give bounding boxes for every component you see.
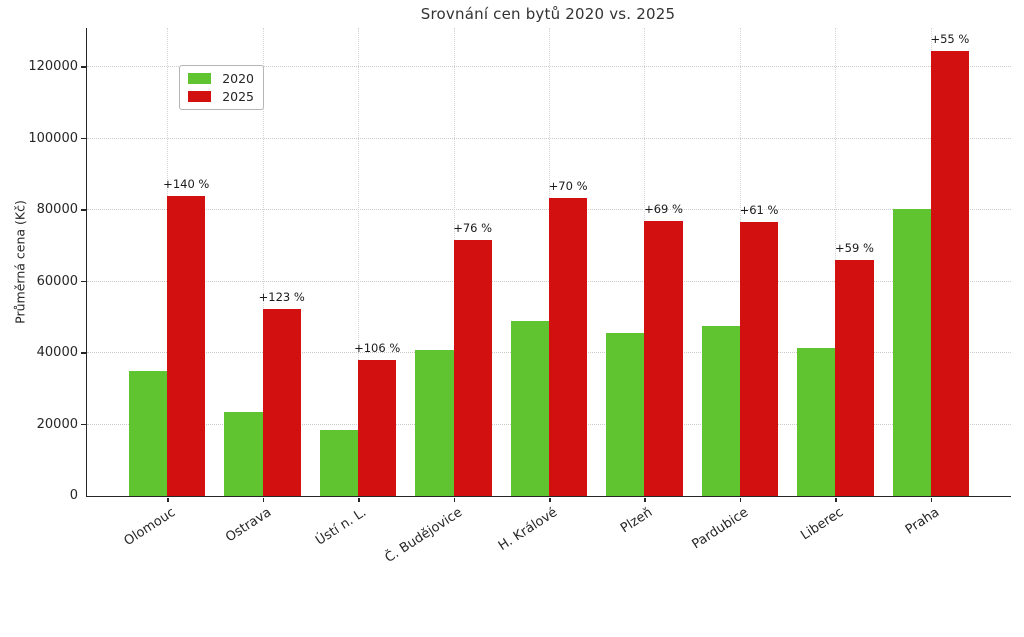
y-tick-mark [81, 423, 86, 426]
bar-2025--bud-jovice [453, 239, 492, 496]
plot-area: 2020 2025 +140 % +123 % +106 % +76 % +70 % +6… [81, 28, 1011, 502]
bar-2025-praha [930, 51, 969, 496]
bar-2020--st-n-l- [319, 429, 359, 496]
y-axis: 0 20000 40000 60000 80000 100000 120000 [6, 28, 78, 503]
x-tick-mark [739, 497, 742, 502]
bar-annotation-6: +69 % [644, 202, 683, 217]
bar-annotation-9: +55 % [930, 32, 970, 47]
bar-2020-praha [892, 209, 931, 496]
x-tick-mark [453, 497, 456, 502]
legend-swatch-2020 [188, 73, 211, 84]
bar-annotation-1: +140 % [163, 176, 210, 191]
y-tick-mark [81, 352, 86, 354]
bar-2025-olomouc [167, 195, 206, 496]
y-tick-label: 120000 [28, 59, 78, 75]
bar-2020-pardubice [701, 325, 740, 496]
x-tick-label-7: Pardubice [689, 505, 752, 553]
x-tick-mark [358, 497, 360, 502]
legend: 2020 2025 [179, 65, 264, 110]
y-tick-mark [81, 66, 86, 68]
x-tick-mark [835, 497, 837, 502]
bar-2025-plze- [644, 221, 683, 496]
y-tick-label: 100000 [28, 130, 78, 146]
bar-2025-pardubice [739, 221, 779, 496]
bar-2025--st-n-l- [358, 359, 397, 496]
bar-2020-plze- [606, 333, 645, 496]
gridline-v-2 [262, 28, 264, 496]
y-tick-label: 20000 [36, 416, 78, 432]
x-tick-mark [930, 497, 933, 502]
x-tick-mark [167, 497, 169, 502]
x-tick-label-8: Liberec [798, 505, 847, 544]
bar-annotation-8: +59 % [835, 241, 874, 256]
x-tick-label-5: H. Králové [495, 505, 561, 555]
bar-2025-liberec [835, 260, 874, 496]
legend-label-2025: 2025 [222, 89, 254, 104]
bar-2025-h-kr-lov- [549, 198, 588, 496]
x-tick-mark [549, 497, 551, 502]
x-tick-label-3: Ústí n. L. [313, 505, 370, 549]
x-tick-label-9: Praha [902, 505, 942, 538]
legend-entry-2025: 2025 [188, 89, 254, 104]
gridline-v-3 [358, 28, 360, 496]
bar-annotation-5: +70 % [548, 179, 588, 194]
bar-2020-olomouc [129, 370, 168, 496]
x-tick-label-6: Plzeň [618, 505, 656, 537]
bar-annotation-2: +123 % [258, 289, 305, 304]
y-tick-mark [81, 209, 86, 211]
y-tick-mark [81, 137, 86, 140]
y-tick-label: 40000 [36, 345, 78, 361]
legend-entry-2020: 2020 [188, 71, 254, 86]
bar-2020--bud-jovice [415, 350, 454, 496]
legend-swatch-2025 [188, 91, 211, 102]
x-tick-label-1: Olomouc [121, 505, 179, 550]
bar-annotation-4: +76 % [453, 220, 493, 235]
bar-2025-ostrava [262, 308, 301, 496]
x-axis: Olomouc Ostrava Ústí n. L. Č. Budějovice H. … [86, 497, 1010, 594]
y-tick-label: 80000 [36, 202, 78, 218]
bar-2020-ostrava [224, 412, 263, 496]
y-tick-label: 60000 [36, 273, 78, 289]
bar-annotation-7: +61 % [739, 202, 779, 217]
y-tick-mark [81, 280, 86, 283]
bar-2020-h-kr-lov- [510, 320, 549, 496]
x-tick-mark [262, 497, 265, 502]
chart-title: Srovnání cen bytů 2020 vs. 2025 [420, 5, 676, 23]
x-tick-label-2: Ostrava [222, 505, 274, 546]
bar-2020-liberec [797, 347, 836, 496]
bar-annotation-3: +106 % [354, 340, 401, 355]
x-tick-mark [644, 497, 646, 502]
y-tick-label: 0 [69, 488, 78, 503]
x-tick-label-4: Č. Budějovice [382, 505, 465, 566]
legend-label-2020: 2020 [222, 71, 254, 86]
